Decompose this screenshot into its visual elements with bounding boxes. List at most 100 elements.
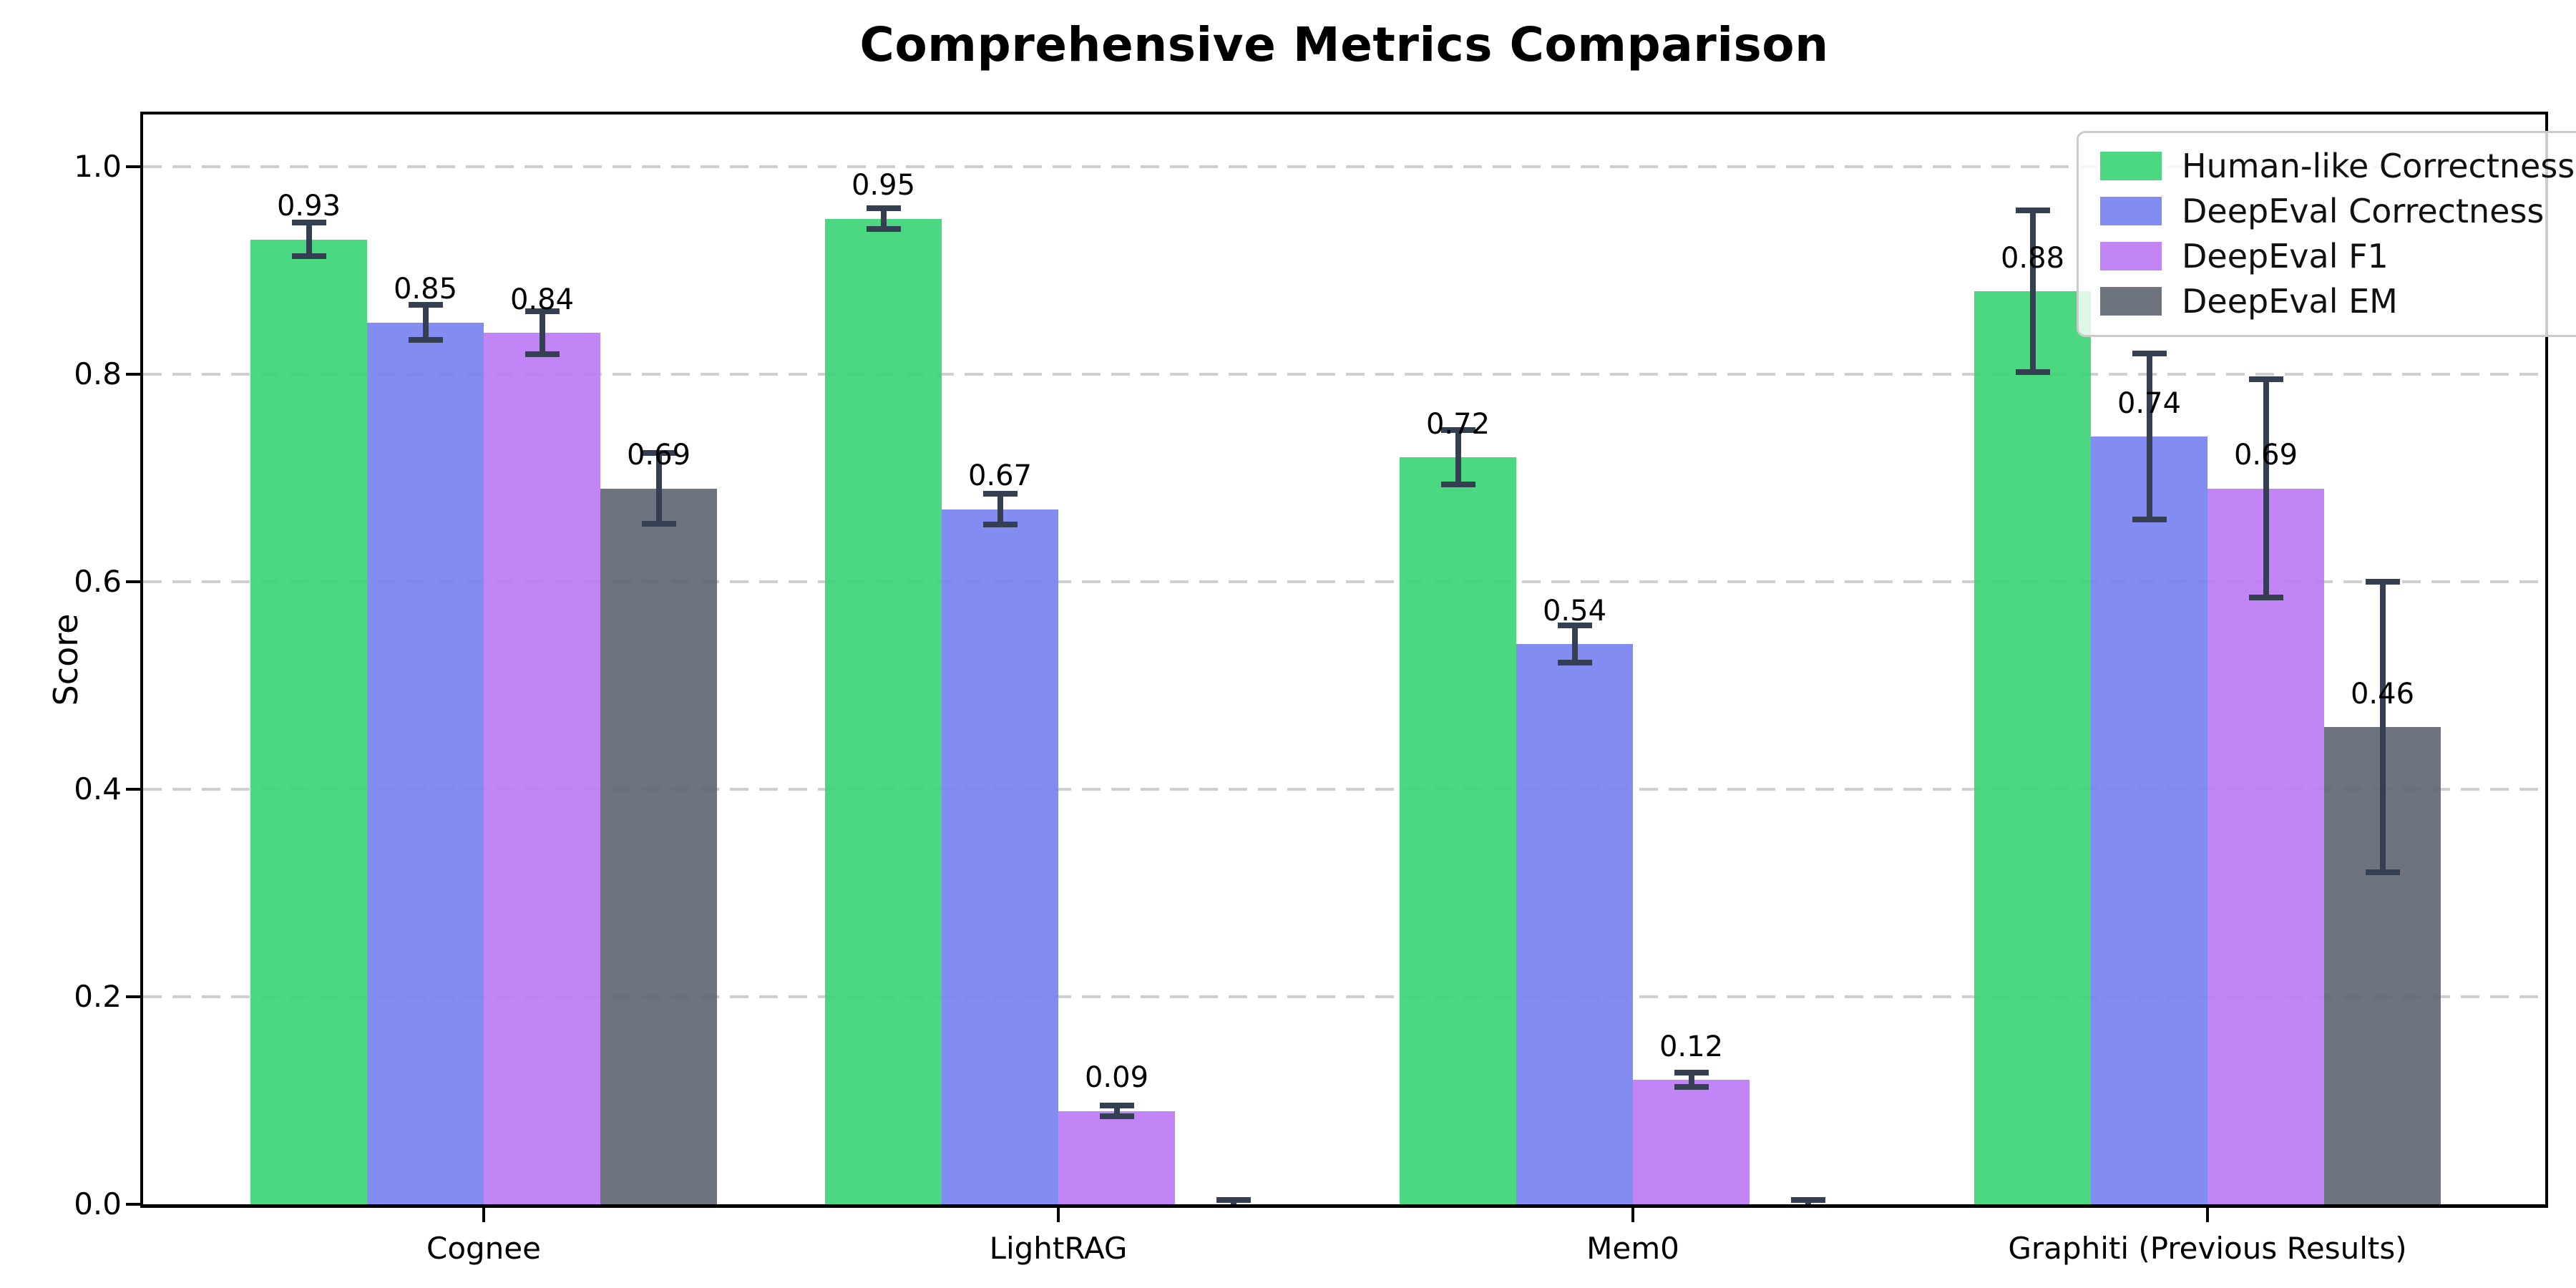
y-tick-label: 0.0 (74, 1186, 122, 1221)
legend-label: Human-like Correctness (2182, 147, 2575, 185)
bar-value-label: 0.95 (851, 169, 916, 203)
bar (1058, 1111, 1175, 1204)
x-tick-mark (2206, 1208, 2209, 1222)
error-bar-cap-bottom (982, 522, 1018, 528)
y-tick-mark (126, 165, 140, 168)
gridline (143, 995, 2545, 998)
legend-label: DeepEval Correctness (2182, 191, 2545, 230)
error-bar-cap-top (982, 490, 1018, 497)
error-bar-cap-bottom (1674, 1084, 1709, 1091)
legend-item: DeepEval EM (2100, 281, 2575, 321)
error-bar-cap-bottom (525, 351, 560, 358)
error-bar (2379, 582, 2386, 872)
bar (942, 509, 1058, 1204)
error-bar (997, 493, 1003, 525)
y-tick-label: 0.2 (74, 979, 122, 1014)
bar-value-label: 0.46 (2350, 677, 2415, 711)
error-bar-cap-top (2132, 351, 2167, 356)
bar-value-label: 0.09 (1084, 1061, 1149, 1095)
bar (2091, 436, 2207, 1204)
bar-value-label: 0.84 (509, 283, 575, 316)
error-bar-cap-bottom (1557, 660, 1592, 666)
legend-item: DeepEval F1 (2100, 236, 2575, 275)
bar (600, 488, 717, 1204)
y-tick-mark (126, 1203, 140, 1206)
error-bar-cap-top (866, 205, 901, 211)
x-tick-label: LightRAG (989, 1231, 1128, 1266)
error-bar-cap-top (2365, 579, 2400, 585)
error-bar (880, 208, 887, 229)
error-bar (2029, 210, 2036, 373)
error-bar-cap-top (525, 308, 560, 314)
gridline (143, 580, 2545, 583)
bar (250, 239, 367, 1204)
error-bar-cap-top (1216, 1197, 1251, 1204)
legend-label: DeepEval EM (2182, 281, 2398, 321)
gridline (143, 788, 2545, 791)
bar-value-label: 0.69 (2233, 439, 2298, 472)
error-bar (2146, 353, 2152, 519)
bar (825, 218, 942, 1204)
error-bar-cap-top (291, 220, 326, 226)
x-tick-label: Cognee (426, 1231, 541, 1266)
error-bar-cap-top (408, 301, 443, 308)
error-bar (539, 311, 545, 355)
bar-value-label: 0.74 (2117, 386, 2182, 420)
error-bar (1571, 625, 1578, 663)
y-axis-label: Score (47, 613, 85, 706)
error-bar-cap-top (1440, 427, 1475, 434)
axis-spine-left (140, 114, 143, 1208)
error-bar-cap-bottom (291, 253, 326, 259)
error-bar (655, 453, 662, 524)
legend-item: Human-like Correctness (2100, 147, 2575, 185)
legend-label: DeepEval F1 (2182, 236, 2389, 275)
legend-swatch (2100, 152, 2162, 181)
y-tick-label: 0.6 (74, 564, 122, 599)
y-tick-mark (126, 788, 140, 791)
bar (367, 322, 484, 1204)
bar (1633, 1080, 1750, 1204)
axis-spine-top (140, 112, 2548, 114)
error-bar (1688, 1072, 1694, 1088)
error-bar-cap-top (2248, 376, 2283, 383)
bar (2207, 488, 2324, 1204)
x-tick-mark (1057, 1208, 1060, 1222)
error-bar (306, 223, 312, 256)
x-tick-label: Graphiti (Previous Results) (2008, 1231, 2407, 1266)
bar (1516, 644, 1633, 1204)
legend-swatch (2100, 287, 2162, 316)
plot-area: 0.93 0.95 0.72 0.88 0.85 0.67 0.54 0.74 0.84 0.09… (143, 114, 2545, 1204)
y-tick-mark (126, 580, 140, 583)
legend-swatch (2100, 197, 2162, 226)
bar (484, 333, 600, 1204)
bar (1400, 457, 1516, 1204)
error-bar-cap-top (1099, 1103, 1134, 1109)
bar-value-label: 0.93 (276, 190, 341, 223)
legend-item: DeepEval Correctness (2100, 192, 2575, 230)
y-tick-label: 0.4 (74, 771, 122, 806)
gridline (143, 165, 2545, 168)
y-tick-label: 1.0 (74, 149, 122, 184)
bar-value-label: 0.72 (1425, 407, 1491, 441)
axis-spine-bottom (140, 1204, 2548, 1208)
error-bar-cap-bottom (2365, 869, 2400, 875)
y-tick-mark (126, 373, 140, 376)
bar-value-label: 0.88 (2000, 241, 2065, 275)
error-bar-cap-bottom (2248, 594, 2283, 600)
error-bar (1113, 1106, 1120, 1116)
legend-swatch (2100, 242, 2162, 271)
error-bar-cap-bottom (408, 337, 443, 343)
error-bar (422, 304, 429, 341)
error-bar-cap-bottom (866, 226, 901, 232)
error-bar-cap-top (1790, 1197, 1825, 1204)
error-bar-cap-top (1674, 1069, 1709, 1075)
error-bar-cap-bottom (1099, 1113, 1134, 1119)
error-bar-cap-top (2015, 207, 2050, 213)
axis-spine-right (2545, 114, 2548, 1208)
gridline (143, 373, 2545, 376)
error-bar (2263, 379, 2269, 597)
bar (1974, 291, 2091, 1204)
bar-value-label: 0.69 (626, 439, 691, 472)
bar-value-label: 0.85 (393, 273, 458, 306)
